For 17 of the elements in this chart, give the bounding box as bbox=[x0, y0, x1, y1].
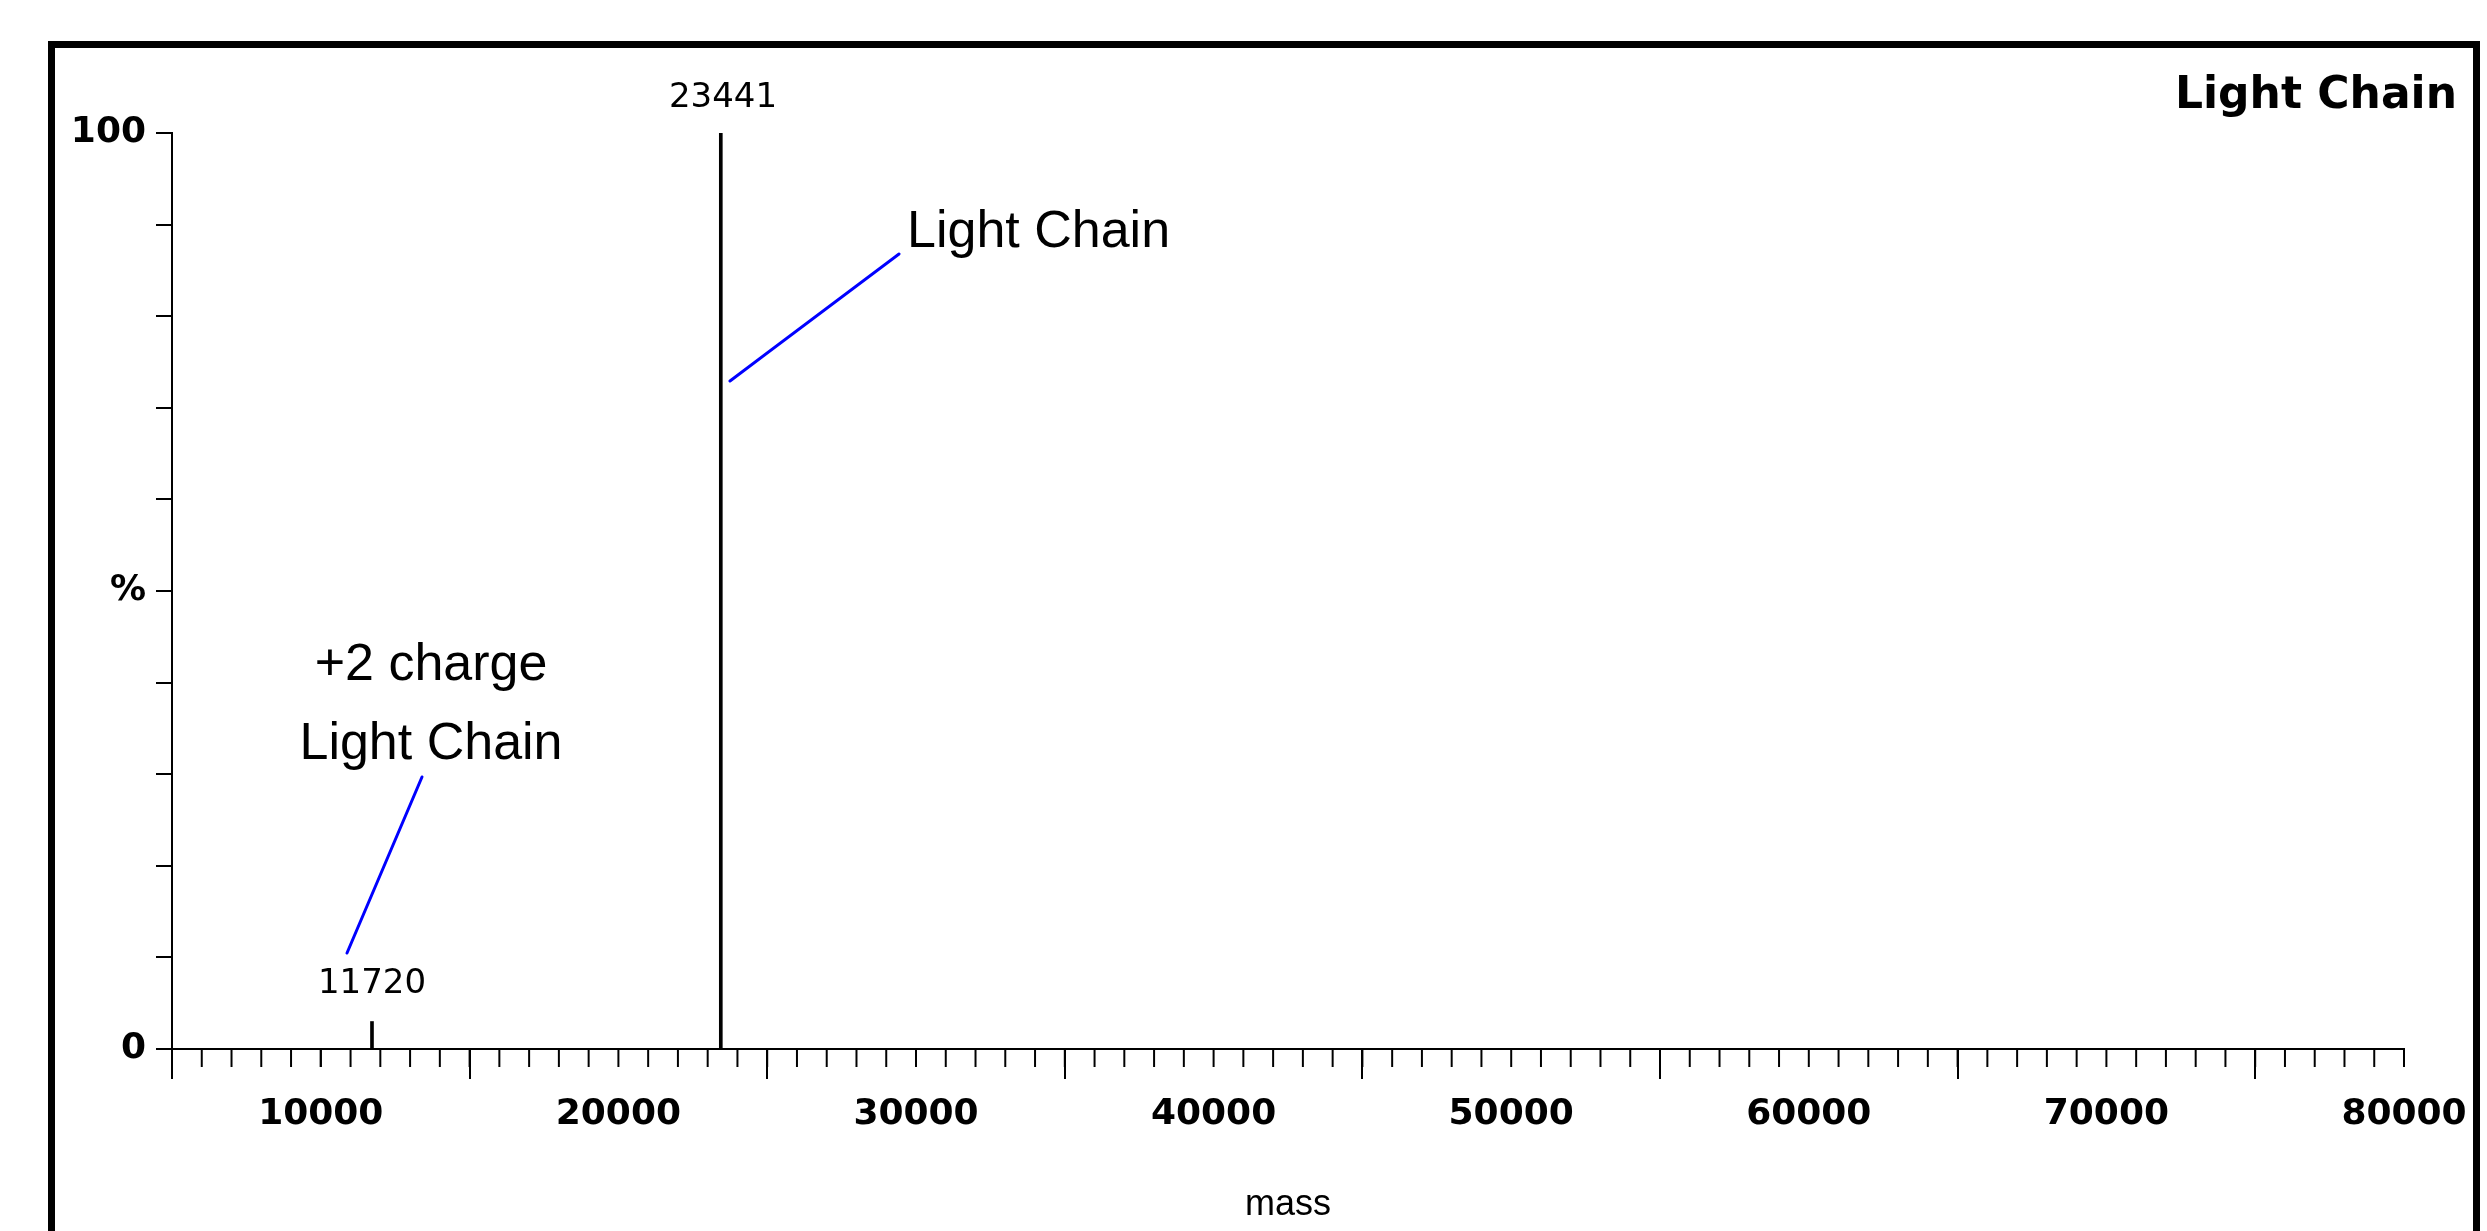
x-axis-title: mass bbox=[1244, 1182, 1332, 1224]
x-tick-label: 70000 bbox=[2043, 1090, 2170, 1132]
y-tick-label: % bbox=[109, 567, 146, 609]
annotation: +2 charge Light Chain bbox=[299, 633, 563, 771]
x-tick-label: 10000 bbox=[258, 1090, 384, 1132]
x-tick-label: 40000 bbox=[1150, 1090, 1277, 1132]
y-tick-label: 0 bbox=[120, 1025, 146, 1067]
x-tick-label: 30000 bbox=[853, 1090, 979, 1132]
annotation: 11720 bbox=[317, 960, 427, 1001]
annotation: Light Chain bbox=[907, 200, 1171, 259]
x-tick-label: 60000 bbox=[1746, 1090, 1872, 1132]
text: 23441 bbox=[668, 74, 778, 115]
chart-title: Light Chain bbox=[2174, 67, 2457, 119]
x-tick-label: 20000 bbox=[555, 1090, 682, 1132]
x-tick-label: 50000 bbox=[1448, 1090, 1574, 1132]
x-tick-label: 80000 bbox=[2341, 1090, 2467, 1132]
y-tick-label: 100 bbox=[70, 109, 146, 151]
